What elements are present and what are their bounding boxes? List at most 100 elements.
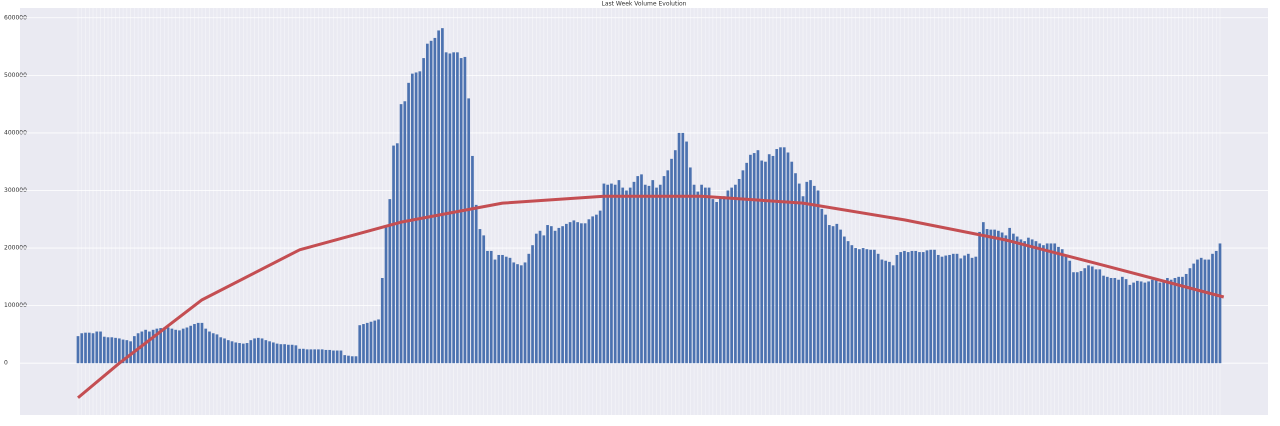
bar: [328, 349, 332, 364]
bar: [824, 214, 827, 364]
bar: [1181, 276, 1184, 364]
bar: [876, 253, 880, 364]
bar: [805, 181, 809, 364]
bar: [925, 250, 929, 364]
bar: [87, 332, 91, 364]
bar: [474, 204, 478, 364]
bar: [839, 229, 842, 364]
bar: [1072, 272, 1075, 364]
bar: [339, 350, 343, 364]
bar: [726, 190, 730, 364]
bar: [1094, 269, 1098, 364]
chart-title: Last Week Volume Evolution: [602, 1, 687, 8]
bar: [884, 260, 888, 364]
bar: [647, 185, 651, 364]
bar: [531, 245, 534, 364]
bar: [929, 249, 933, 364]
bar: [388, 199, 392, 364]
bar: [914, 250, 918, 364]
bar: [238, 343, 241, 364]
bar: [846, 241, 850, 364]
bar: [546, 225, 549, 364]
bar: [80, 333, 84, 364]
bar: [1173, 277, 1177, 364]
bar: [576, 222, 579, 364]
y-tick-label: 400000: [4, 129, 27, 136]
bar: [715, 202, 718, 364]
bar: [910, 250, 914, 364]
bar: [831, 226, 835, 364]
bar: [1098, 269, 1102, 364]
bar: [797, 183, 801, 364]
bar: [899, 252, 903, 364]
bar: [549, 226, 553, 364]
bar: [621, 187, 625, 364]
bar: [970, 257, 974, 364]
bar: [711, 199, 715, 364]
bar: [790, 161, 794, 364]
bar: [264, 340, 268, 364]
bar: [369, 321, 373, 364]
bar: [1184, 273, 1188, 364]
y-tick-label: 300000: [4, 187, 27, 194]
bar: [610, 183, 613, 364]
bar: [1102, 275, 1105, 364]
bar: [166, 327, 170, 364]
bar: [1207, 259, 1211, 364]
bar: [1105, 276, 1109, 364]
bar: [749, 154, 752, 364]
bar: [114, 337, 117, 364]
bar: [730, 187, 733, 364]
bar: [580, 223, 583, 364]
bar: [1199, 257, 1203, 364]
bar: [741, 170, 745, 364]
bar: [625, 190, 628, 364]
bar: [1019, 239, 1023, 364]
bar: [561, 226, 564, 364]
bar: [249, 340, 253, 364]
bar: [985, 229, 989, 364]
bar: [989, 229, 993, 364]
bar: [196, 322, 200, 364]
bar: [921, 252, 925, 364]
bar: [433, 37, 437, 364]
bar: [519, 265, 523, 364]
bar: [598, 210, 602, 364]
bar: [719, 197, 722, 364]
bar: [779, 147, 782, 364]
bar: [688, 167, 692, 364]
bar: [380, 277, 384, 364]
bar: [1117, 279, 1120, 364]
bar: [643, 184, 647, 364]
bar: [1177, 276, 1181, 364]
bar: [1045, 243, 1049, 364]
bar: [271, 342, 275, 364]
bar: [84, 332, 87, 364]
bar: [595, 214, 598, 364]
bar: [628, 187, 632, 364]
bar: [373, 320, 377, 364]
bar: [102, 336, 106, 364]
bar: [895, 254, 899, 364]
bar: [655, 187, 658, 364]
bar: [163, 327, 166, 364]
bar: [557, 227, 561, 364]
bar: [448, 53, 452, 364]
bar: [1000, 232, 1004, 364]
bar: [809, 180, 812, 364]
bar: [426, 43, 429, 364]
bar: [275, 343, 279, 364]
bar: [106, 337, 110, 364]
bar: [880, 259, 884, 364]
bar: [482, 235, 486, 364]
bar: [1068, 260, 1072, 364]
bar: [493, 259, 497, 364]
bar: [384, 226, 388, 364]
bar: [486, 250, 489, 364]
bar: [365, 322, 369, 364]
bar: [444, 52, 448, 364]
bar: [696, 191, 700, 364]
bar: [226, 340, 230, 364]
bar: [1109, 277, 1113, 364]
